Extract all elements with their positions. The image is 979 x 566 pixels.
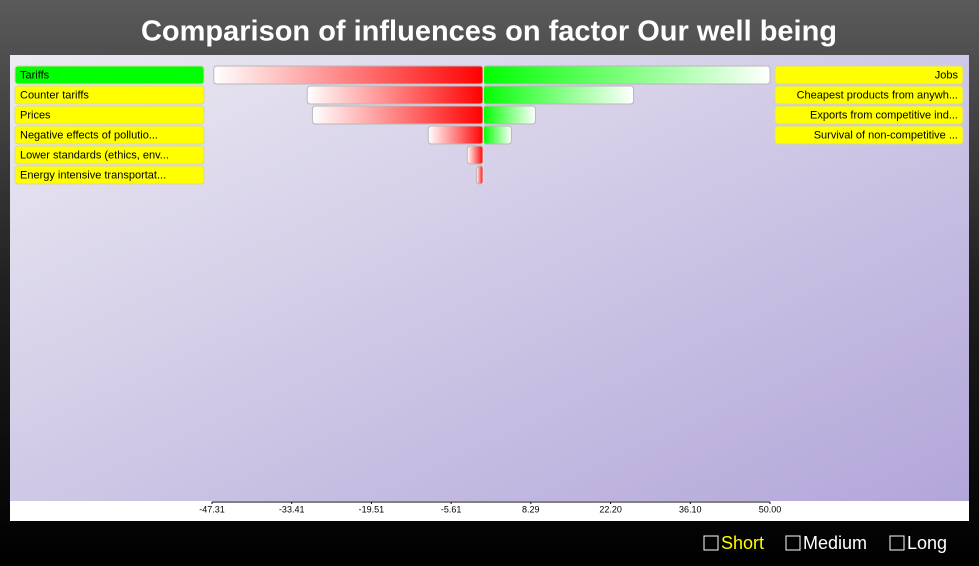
checkbox[interactable] xyxy=(889,535,905,551)
factor-label-box[interactable] xyxy=(774,125,964,145)
x-tick-label: -19.51 xyxy=(359,504,385,514)
negative-bar xyxy=(427,125,484,145)
factor-label: Tariffs xyxy=(20,69,50,81)
factor-label-box[interactable] xyxy=(14,125,205,145)
factor-label-box[interactable] xyxy=(14,105,205,125)
positive-bar xyxy=(482,125,512,145)
x-tick-label: 22.20 xyxy=(599,504,622,514)
factor-label: Cheapest products from anywh... xyxy=(797,89,958,101)
x-tick-label: -5.61 xyxy=(441,504,462,514)
factor-label: Counter tariffs xyxy=(20,89,89,101)
chart-title: Comparison of influences on factor Our w… xyxy=(141,16,837,48)
factor-label: Prices xyxy=(20,109,51,121)
axis-strip xyxy=(10,501,969,521)
factor-label-box[interactable] xyxy=(14,145,205,165)
factor-label: Exports from competitive ind... xyxy=(810,109,958,121)
negative-bar xyxy=(311,105,484,125)
factor-label: Survival of non-competitive ... xyxy=(814,129,958,141)
factor-label: Energy intensive transportat... xyxy=(20,169,166,181)
checkbox-label[interactable]: Long xyxy=(907,533,947,553)
factor-label-box[interactable] xyxy=(774,105,964,125)
x-tick-label: 8.29 xyxy=(522,504,540,514)
factor-label-box[interactable] xyxy=(774,85,964,105)
factor-label: Lower standards (ethics, env... xyxy=(20,149,169,161)
x-tick-label: -47.31 xyxy=(199,504,225,514)
factor-label-box[interactable] xyxy=(14,85,205,105)
positive-bar xyxy=(482,65,771,85)
checkbox[interactable] xyxy=(703,535,719,551)
negative-bar xyxy=(475,165,484,185)
positive-bar xyxy=(482,85,635,105)
x-tick-label: -33.41 xyxy=(279,504,305,514)
checkbox-label[interactable]: Medium xyxy=(803,533,867,553)
factor-label: Negative effects of pollutio... xyxy=(20,129,158,141)
factor-label-box[interactable] xyxy=(774,65,964,85)
checkbox[interactable] xyxy=(785,535,801,551)
factor-label-box[interactable] xyxy=(14,165,205,185)
factor-label-box[interactable] xyxy=(14,65,205,85)
negative-bar xyxy=(466,145,484,165)
checkbox-label[interactable]: Short xyxy=(721,533,764,553)
negative-bar xyxy=(213,65,484,85)
x-tick-label: 50.00 xyxy=(759,504,782,514)
x-tick-label: 36.10 xyxy=(679,504,702,514)
negative-bar xyxy=(306,85,484,105)
factor-label: Jobs xyxy=(935,69,959,81)
positive-bar xyxy=(482,105,536,125)
